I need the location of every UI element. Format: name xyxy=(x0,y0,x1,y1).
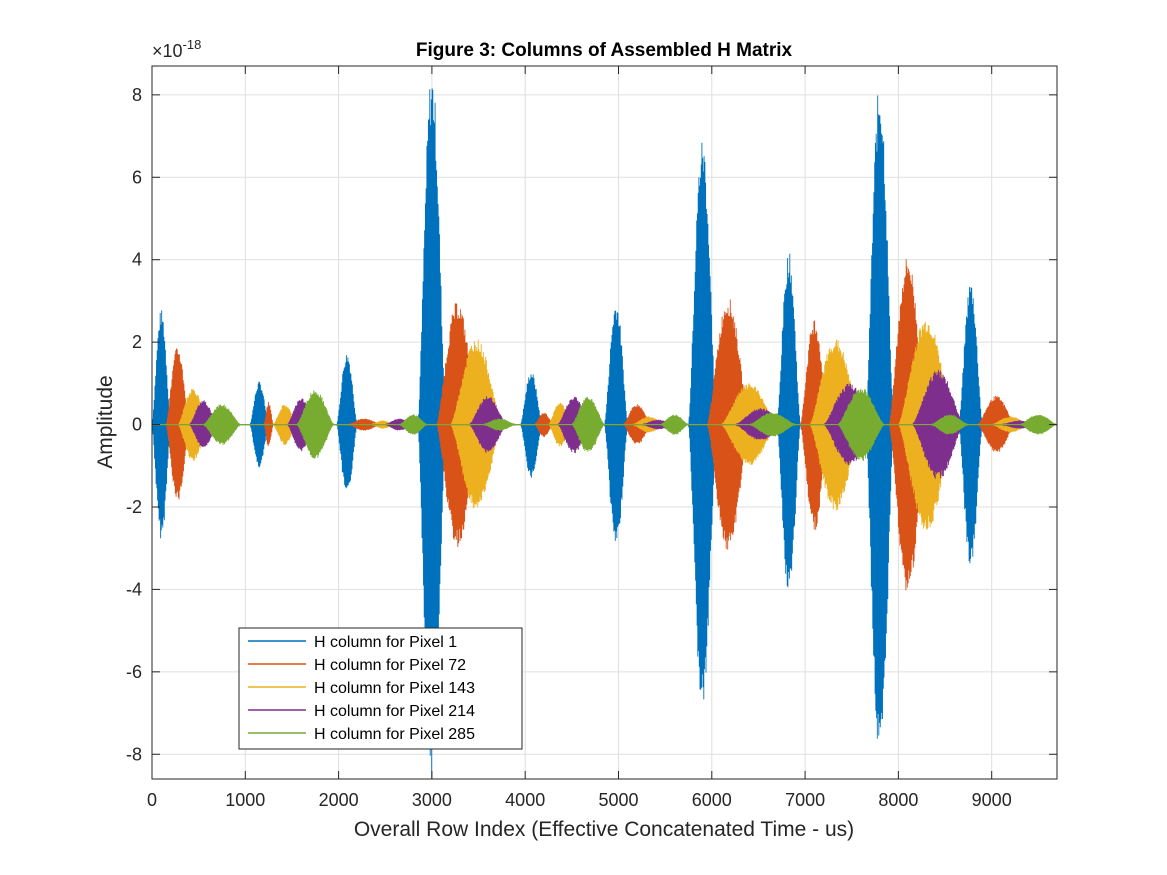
series-burst xyxy=(604,310,629,541)
legend-entry-label: H column for Pixel 1 xyxy=(314,634,457,651)
series-layer xyxy=(151,88,1057,779)
series-burst xyxy=(931,414,969,435)
x-tick-label: 9000 xyxy=(972,790,1012,810)
x-axis-label: Overall Row Index (Effective Concatenate… xyxy=(354,818,854,841)
y-tick-label: 8 xyxy=(132,85,142,105)
series-burst xyxy=(958,287,983,564)
series-burst xyxy=(837,388,885,461)
series-burst xyxy=(1019,414,1057,435)
series-burst xyxy=(749,412,796,437)
series-burst xyxy=(571,396,605,452)
y-tick-label: -8 xyxy=(126,744,142,764)
legend-entry-label: H column for Pixel 214 xyxy=(314,703,475,720)
series-5 xyxy=(152,388,1057,461)
series-burst xyxy=(399,414,428,435)
x-tick-label: 4000 xyxy=(505,790,545,810)
tick-labels: 0 1000 2000 3000 4000 5000 6000 7000 8000 9000 -8 -… xyxy=(126,85,1012,810)
y-tick-label: -6 xyxy=(126,662,142,682)
y-tick-label: 2 xyxy=(132,332,142,352)
y-tick-label: -2 xyxy=(126,497,142,517)
legend-entry-label: H column for Pixel 143 xyxy=(314,680,475,697)
x-tick-label: 3000 xyxy=(412,790,452,810)
x-tick-label: 6000 xyxy=(692,790,732,810)
x-tick-label: 5000 xyxy=(598,790,638,810)
series-burst xyxy=(296,390,335,459)
legend-entry-label: H column for Pixel 72 xyxy=(314,657,466,674)
series-burst xyxy=(483,418,516,431)
x-tick-label: 8000 xyxy=(878,790,918,810)
x-tick-label: 7000 xyxy=(785,790,825,810)
legend-box xyxy=(238,627,523,750)
y-tick-label: -4 xyxy=(126,579,142,599)
x-tick-label: 0 xyxy=(147,790,157,810)
x-tick-label: 2000 xyxy=(319,790,359,810)
axes-box xyxy=(151,65,1058,780)
series-burst xyxy=(660,414,689,435)
y-tick-label: 4 xyxy=(132,250,142,270)
series-burst xyxy=(720,383,778,465)
y-tick-label: 0 xyxy=(132,415,142,435)
y-tick-label: 6 xyxy=(132,167,142,187)
x-tick-label: 1000 xyxy=(225,790,265,810)
series-burst xyxy=(776,253,801,588)
series-burst xyxy=(203,404,241,446)
y-exponent: ×10-18 xyxy=(152,37,201,61)
legend: H column for Pixel 1 H column for Pixel 7… xyxy=(238,627,523,750)
y-axis-label: Amplitude xyxy=(94,375,117,468)
ticks xyxy=(151,66,1057,779)
series-burst xyxy=(151,310,172,539)
legend-entry-label: H column for Pixel 285 xyxy=(314,726,475,743)
chart-title: Figure 3: Columns of Assembled H Matrix xyxy=(416,40,793,61)
series-burst xyxy=(263,401,274,447)
